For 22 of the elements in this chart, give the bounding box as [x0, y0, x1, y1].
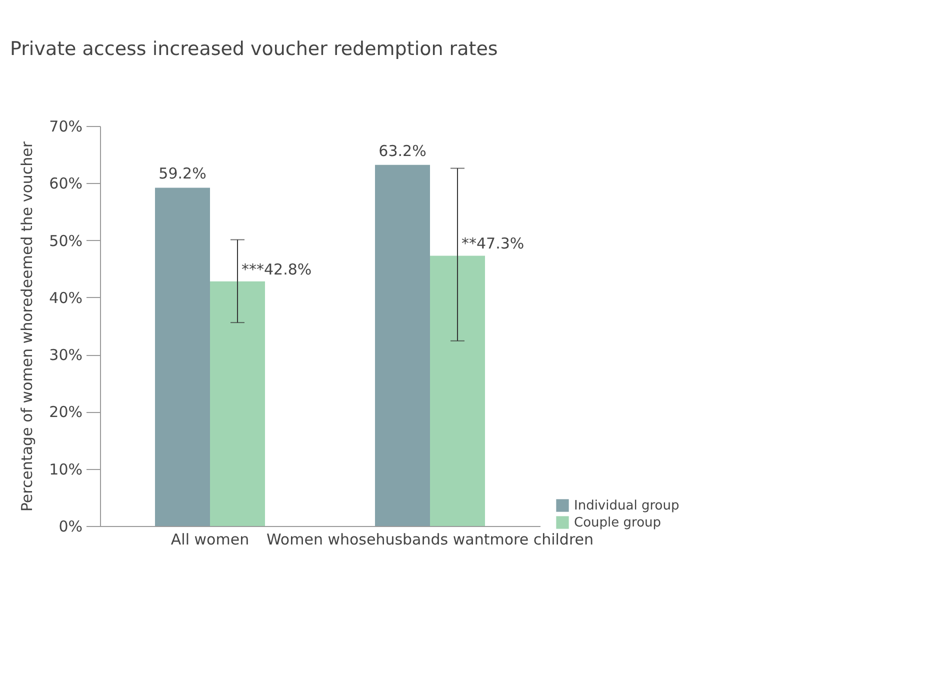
data-label: **47.3% — [462, 234, 524, 253]
legend-label: Individual group — [574, 498, 680, 514]
bar — [430, 256, 485, 526]
y-tick-label: 10% — [49, 460, 82, 478]
data-label: 63.2% — [378, 142, 426, 160]
y-tick-label: 30% — [49, 346, 82, 364]
y-axis-title: Percentage of women whoredeemed the voucher — [18, 140, 36, 512]
bar — [210, 281, 265, 526]
chart-title: Private access increased voucher redemption rates — [10, 38, 498, 60]
x-tick-label: All women — [170, 530, 250, 548]
y-tick-label: 20% — [49, 403, 82, 422]
y-tick-label: 50% — [49, 232, 82, 250]
data-label: ***42.8% — [242, 260, 312, 278]
y-tick-label: 70% — [49, 118, 82, 136]
y-tick-label: 0% — [58, 518, 82, 536]
y-tick-label: 60% — [49, 174, 82, 193]
x-tick-label: Women whosehusbands wantmore children — [266, 530, 594, 548]
bar — [375, 164, 430, 526]
legend-label: Couple group — [574, 516, 662, 530]
data-label: 59.2% — [158, 164, 206, 183]
y-tick-label: 40% — [49, 288, 82, 307]
bar — [155, 188, 210, 526]
